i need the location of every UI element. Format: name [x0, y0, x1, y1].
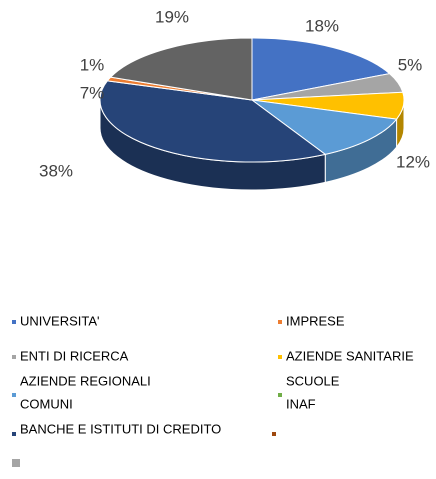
legend-marker — [12, 393, 16, 397]
legend-marker — [12, 459, 20, 467]
legend-marker — [12, 432, 16, 436]
legend-label: IMPRESE — [286, 313, 345, 328]
legend-label: UNIVERSITA' — [20, 313, 100, 328]
legend-marker — [12, 355, 16, 359]
slice — [109, 37, 253, 101]
legend-marker — [278, 393, 282, 397]
value-label: 5% — [398, 55, 423, 74]
value-label: 7% — [80, 83, 105, 102]
slice — [250, 99, 398, 155]
legend-label: ENTI DI RICERCA — [20, 348, 129, 363]
legend-label: INAF — [286, 396, 316, 411]
value-label: 18% — [305, 16, 339, 35]
legend-marker — [272, 432, 276, 436]
legend-marker — [278, 320, 282, 324]
value-label: 19% — [155, 7, 189, 26]
value-label: 38% — [39, 161, 73, 180]
value-label: 1% — [80, 55, 105, 74]
value-label: 12% — [396, 152, 430, 171]
legend-marker — [278, 355, 282, 359]
legend-marker — [12, 320, 16, 324]
legend-label: SCUOLE — [286, 373, 340, 388]
legend-label: COMUNI — [20, 396, 73, 411]
legend-label: AZIENDE SANITARIE — [286, 348, 414, 363]
slice — [99, 80, 327, 163]
legend-label: AZIENDE REGIONALI — [20, 373, 151, 388]
legend-label: BANCHE E ISTITUTI DI CREDITO — [20, 421, 221, 436]
slice — [251, 37, 391, 101]
